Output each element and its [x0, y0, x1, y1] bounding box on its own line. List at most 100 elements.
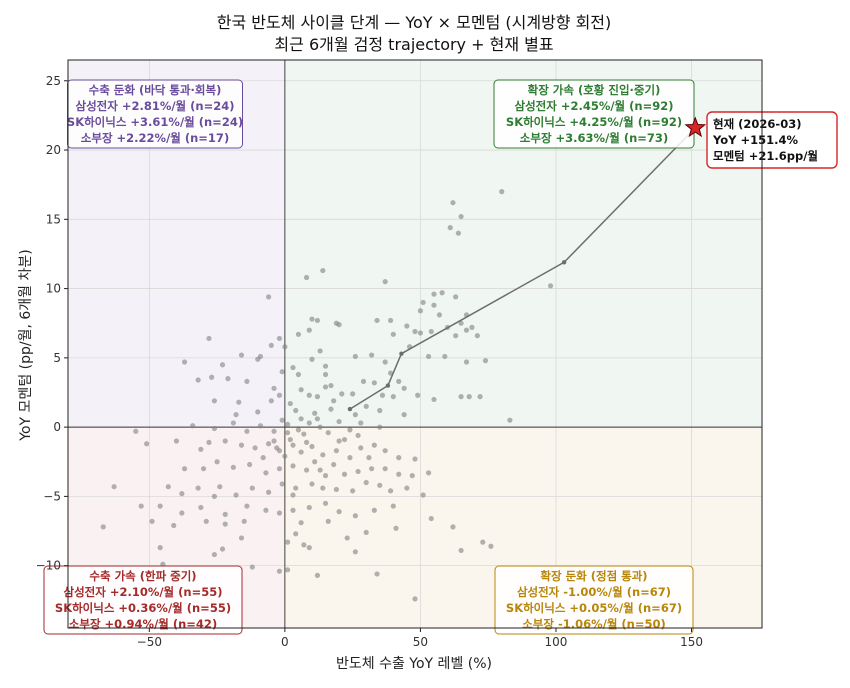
scatter-point [442, 353, 448, 360]
scatter-point [420, 299, 426, 306]
scatter-point [401, 412, 407, 418]
scatter-point [230, 420, 236, 426]
scatter-point [244, 428, 250, 434]
scatter-point [203, 518, 209, 524]
scatter-point [266, 489, 272, 495]
scatter-point [447, 225, 453, 231]
scatter-points [100, 189, 554, 602]
scatter-point [455, 230, 461, 236]
scatter-point [453, 333, 459, 339]
quadrant-label-line: 소부장 +2.22%/월 (n=17) [81, 131, 229, 145]
quadrant-label-line: 수축 둔화 (바닥 통과·회복) [89, 83, 222, 97]
scatter-point [360, 378, 367, 385]
scatter-point [474, 333, 480, 339]
scatter-point [314, 317, 321, 324]
scatter-point [363, 479, 369, 486]
quadrant-box-contraction_accel: 수축 가속 (한파 중기) 삼성전자 +2.10%/월 (n=55) SK하이닉스 … [43, 565, 243, 635]
scatter-point [298, 387, 304, 393]
quadrant-label-line: SK하이닉스 +0.05%/월 (n=67) [506, 601, 682, 615]
scatter-point [266, 294, 272, 300]
quadrant-box-expansion_accel: 확장 가속 (호황 진입·중기) 삼성전자 +2.45%/월 (n=92) SK하이… [493, 79, 695, 149]
current-callout: 현재 (2026-03) YoY +151.4% 모멘텀 +21.6pp/월 [706, 111, 838, 169]
scatter-point [488, 543, 494, 549]
y-tick-label: −10 [36, 559, 61, 573]
scatter-point [363, 403, 369, 409]
scatter-point [320, 452, 326, 458]
scatter-point [276, 466, 283, 472]
quadrant-box-recovery: 수축 둔화 (바닥 통과·회복) 삼성전자 +2.81%/월 (n=24) SK하이… [67, 79, 243, 149]
quadrant-box-frame [494, 565, 694, 635]
scatter-point [458, 320, 464, 326]
scatter-point [439, 290, 445, 296]
scatter-point [211, 493, 217, 499]
scatter-point [409, 473, 415, 479]
scatter-point [320, 485, 326, 491]
scatter-point [279, 369, 285, 375]
scatter-point [333, 486, 339, 493]
scatter-point [138, 503, 144, 509]
scatter-point [271, 385, 277, 391]
scatter-point [287, 436, 293, 443]
scatter-point [463, 359, 470, 365]
scatter-point [301, 542, 307, 548]
scatter-point [222, 511, 228, 517]
scatter-point [347, 427, 353, 433]
scatter-point [325, 518, 331, 524]
x-tick-label: 50 [413, 635, 428, 649]
scatter-point [428, 515, 434, 522]
scatter-point [276, 510, 283, 516]
plot-frame [67, 59, 763, 629]
scatter-point [350, 488, 356, 494]
scatter-point [344, 535, 350, 541]
scatter-point [303, 274, 310, 281]
scatter-point [211, 398, 217, 404]
scatter-point [306, 420, 312, 426]
scatter-point [352, 412, 358, 418]
quadrant-labels: 수축 둔화 (바닥 통과·회복) 삼성전자 +2.81%/월 (n=24) SK하이… [43, 79, 695, 635]
scatter-point [290, 507, 296, 513]
scatter-point [469, 324, 475, 330]
scatter-point [284, 567, 291, 573]
scatter-point [279, 481, 285, 487]
scatter-point [214, 459, 220, 465]
scatter-point [431, 291, 437, 297]
scatter-point [179, 510, 185, 516]
scatter-point [195, 485, 201, 491]
scatter-point [336, 322, 342, 328]
scatter-point [284, 539, 291, 545]
scatter-point [328, 382, 334, 389]
y-tick-label: 25 [46, 74, 61, 88]
y-tick-label: −5 [43, 489, 61, 503]
scatter-point [363, 529, 369, 536]
scatter-point [412, 328, 418, 335]
scatter-point [322, 371, 329, 378]
scatter-point [149, 518, 155, 524]
quadrant-label-line: 소부장 -1.06%/월 (n=50) [522, 617, 666, 631]
scatter-point [415, 392, 421, 398]
scatter-point [266, 441, 272, 447]
scatter-point [255, 409, 261, 415]
quadrant-label-line: 삼성전자 +2.45%/월 (n=92) [515, 99, 674, 113]
scatter-point [463, 327, 470, 333]
scatter-point [390, 394, 396, 400]
scatter-point [382, 466, 388, 472]
scatter-point [255, 356, 261, 362]
scatter-point [328, 406, 334, 412]
scatter-point [388, 317, 394, 324]
scatter-point [233, 492, 239, 498]
scatter-point [382, 359, 388, 365]
scatter-point [293, 485, 299, 491]
scatter-point [325, 430, 331, 436]
current-callout-line: 현재 (2026-03) [713, 117, 801, 131]
scatter-point [190, 423, 196, 429]
scatter-point [336, 438, 342, 444]
scatter-point [200, 466, 207, 472]
scatter-point [100, 524, 106, 530]
scatter-point [284, 421, 291, 427]
scatter-point [396, 378, 402, 385]
scatter-point [458, 394, 464, 400]
chart-title-line-2: 최근 6개월 검정 trajectory + 현재 별표 [274, 35, 553, 54]
scatter-point [404, 323, 410, 329]
scatter-point [157, 545, 163, 551]
